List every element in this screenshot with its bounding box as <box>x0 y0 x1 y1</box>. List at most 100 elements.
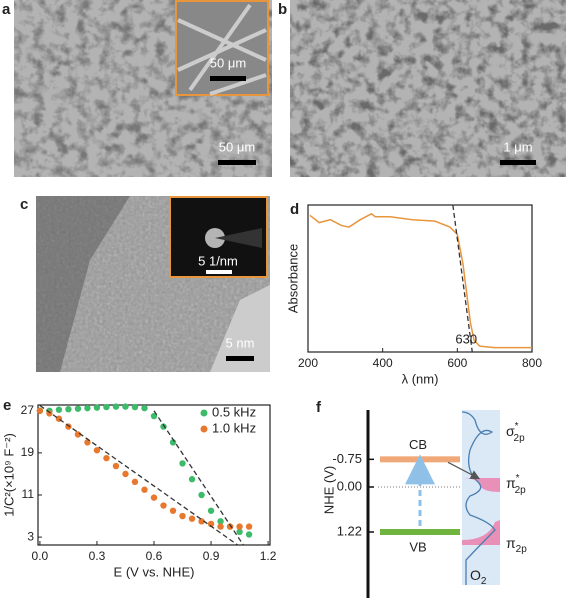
data-point <box>122 403 129 410</box>
superscript: * <box>516 473 520 484</box>
plot-frame <box>307 204 533 353</box>
scale-bar <box>500 160 536 165</box>
data-point <box>112 462 120 470</box>
panel-label: a <box>2 1 11 18</box>
data-point <box>36 407 44 414</box>
x-tick-label: 0.0 <box>32 549 49 563</box>
data-point <box>131 478 139 486</box>
molecule-label: O2 <box>470 567 487 587</box>
data-point <box>245 531 253 538</box>
symbol: O <box>470 567 481 583</box>
data-point <box>236 523 243 530</box>
x-tick-label: 0.6 <box>146 549 163 563</box>
pi-star-fill <box>462 478 500 492</box>
data-point <box>207 520 215 528</box>
legend-marker <box>200 425 208 433</box>
spectrum-line <box>309 212 532 349</box>
data-point <box>198 491 205 499</box>
level-label: -0.75 <box>332 451 362 466</box>
cb-label: CB <box>409 437 427 452</box>
data-point <box>74 405 82 412</box>
panel-label: c <box>20 196 28 213</box>
data-point <box>217 518 224 525</box>
scale-bar-label: 50 μm <box>210 55 246 70</box>
scale-bar-label: 5 nm <box>226 335 255 350</box>
x-tick-label: 0.9 <box>203 549 220 563</box>
fit-line <box>39 404 239 546</box>
scale-bar <box>226 356 254 361</box>
transfer-arrow <box>447 461 481 480</box>
data-point <box>141 486 148 493</box>
superscript: * <box>515 421 519 432</box>
subscript: 2p <box>514 433 526 444</box>
x-tick-label: 200 <box>298 356 318 370</box>
pi-fill <box>462 520 500 545</box>
data-point <box>179 512 186 520</box>
data-point <box>245 523 253 530</box>
data-point <box>188 515 196 522</box>
panel-label: e <box>3 397 11 414</box>
x-tick-label: 1.2 <box>260 549 277 563</box>
scale-bar <box>210 76 246 81</box>
subscript: 2p <box>515 485 527 496</box>
data-point <box>93 404 101 411</box>
scale-bar <box>218 160 256 165</box>
scale-bar-label: 50 μm <box>219 139 255 154</box>
data-point <box>150 412 158 420</box>
data-point <box>169 507 177 514</box>
scale-bar-label: 5 1/nm <box>198 253 238 268</box>
data-point <box>236 528 243 536</box>
data-point <box>131 403 139 411</box>
fit-line <box>452 204 473 353</box>
symbol: σ <box>506 423 515 439</box>
subscript: 2 <box>481 576 487 587</box>
data-point <box>55 406 63 413</box>
data-point <box>207 507 215 514</box>
data-point <box>84 404 91 412</box>
data-point <box>122 470 129 478</box>
x-axis-label: λ (nm) <box>402 371 439 386</box>
dos-curve <box>461 411 496 585</box>
legend-marker <box>200 409 208 417</box>
tem-shadow <box>36 196 130 372</box>
legend-label: 1.0 kHz <box>212 420 256 435</box>
data-point <box>160 502 167 509</box>
symbol: π <box>506 535 516 551</box>
legend-label: 0.5 kHz <box>212 404 256 419</box>
data-point <box>93 447 101 454</box>
y-axis-label: Absorbance <box>285 244 300 313</box>
data-point <box>65 406 72 413</box>
y-tick-label: 11 <box>22 487 35 501</box>
x-axis-label: E (V vs. NHE) <box>114 564 195 579</box>
tem-edge <box>210 285 270 372</box>
panel-label: d <box>290 201 299 218</box>
scale-bar <box>206 270 232 274</box>
axis-label: NHE (V) <box>321 466 336 514</box>
data-point <box>150 494 158 501</box>
annotation: 630 <box>455 331 477 346</box>
vb-label: VB <box>409 539 426 554</box>
scale-bar-label: 1 μm <box>503 139 532 154</box>
data-point <box>188 476 196 483</box>
data-point <box>103 454 110 462</box>
x-tick-label: 800 <box>522 356 542 370</box>
data-point <box>179 460 186 467</box>
y-tick-label: 27 <box>21 403 35 417</box>
y-tick-label: 3 <box>27 529 34 543</box>
data-point <box>217 523 224 530</box>
panel-label: f <box>316 399 322 416</box>
beam-stop <box>215 228 262 248</box>
fibers <box>177 3 267 96</box>
cb-band <box>380 456 460 463</box>
x-tick-label: 600 <box>447 356 467 370</box>
orbital-label: π* 2p <box>506 473 526 496</box>
panel-label: b <box>278 1 287 18</box>
data-point <box>103 403 110 411</box>
vb-band <box>380 529 460 535</box>
level-label: 1.22 <box>337 523 362 538</box>
y-tick-label: 19 <box>21 445 35 459</box>
data-point <box>198 518 205 525</box>
x-tick-label: 0.3 <box>89 549 106 563</box>
sem-texture <box>290 0 566 177</box>
